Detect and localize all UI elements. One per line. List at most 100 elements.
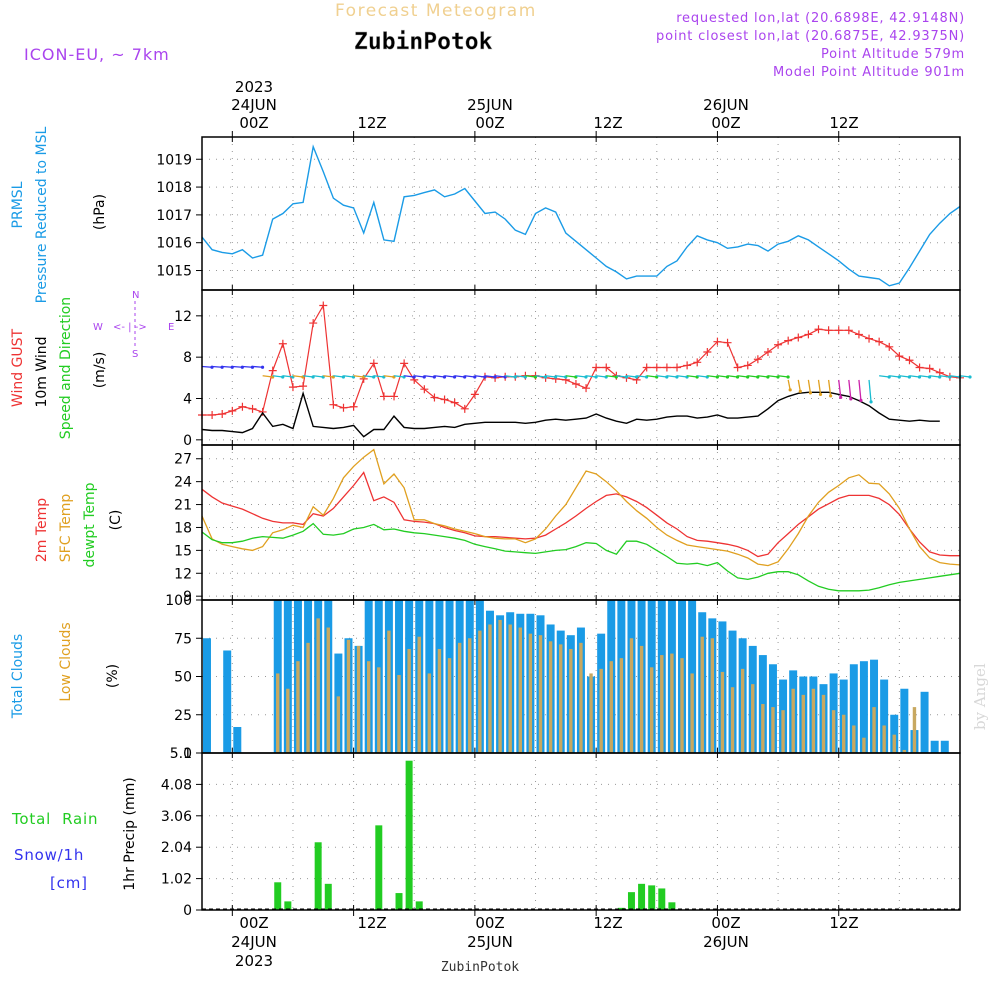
gust-marker (268, 366, 277, 375)
wind-direction-arrow (434, 375, 445, 378)
y-tick-label: 21 (174, 498, 192, 514)
low-cloud-bar (437, 648, 442, 753)
gust-marker (703, 348, 712, 356)
wind-direction-arrow (333, 375, 344, 378)
wind-direction-arrow (212, 365, 223, 368)
gust-marker (885, 342, 894, 351)
low-cloud-bar (629, 638, 634, 753)
low-cloud-bar (649, 667, 654, 753)
wind-direction-arrow (879, 375, 890, 378)
low-cloud-bar (447, 658, 452, 753)
model-label: ICON-EU, ~ 7km (24, 45, 170, 64)
low-cloud-bar (660, 655, 664, 753)
wind-direction-arrow (201, 365, 213, 368)
gust-marker (602, 363, 611, 372)
gust-marker (844, 326, 853, 335)
low-cloud-bar (397, 674, 401, 753)
wind-direction-arrow (252, 365, 263, 368)
total-cloud-bar (283, 600, 292, 753)
wind-direction-arrow (919, 375, 930, 378)
precip-snow-label: Snow/1h (14, 846, 84, 864)
wind-speed-line (201, 390, 940, 438)
closest-coords: point closest lon,lat (20.6875E, 42.9375… (656, 29, 965, 44)
wind-direction-arrow (707, 375, 718, 378)
y-tick-label: 1015 (156, 264, 192, 280)
low-cloud-bar (700, 636, 704, 753)
panel-frame (201, 289, 961, 446)
gust-marker (450, 398, 459, 407)
wind-direction-arrow (272, 375, 283, 378)
wind-direction-arrow (747, 375, 758, 378)
gust-marker (895, 352, 904, 361)
total-cloud-bar (930, 740, 939, 753)
gust-marker (582, 384, 591, 393)
gust-marker (218, 410, 227, 418)
wind-direction-arrow (525, 375, 536, 378)
top-hour-6: 12Z (829, 114, 858, 132)
wind-direction-arrow (767, 375, 779, 378)
gust-marker (299, 382, 308, 391)
low-cloud-bar (842, 714, 846, 753)
y-tick-label: 4.08 (161, 777, 192, 793)
low-cloud-bar (326, 627, 330, 753)
wind-direction-arrow (687, 375, 698, 378)
gust-marker (420, 385, 429, 394)
wind-direction-arrow (626, 375, 637, 378)
gust-marker (329, 400, 338, 409)
temp-dewpt-line (201, 522, 961, 592)
gust-marker (784, 336, 793, 345)
gust-marker (662, 363, 671, 372)
temp-unit: (C) (108, 510, 124, 531)
wind-direction-arrow (858, 379, 862, 401)
gust-marker (743, 361, 752, 370)
bottom-year: 2023 (235, 952, 273, 970)
point-altitude: Point Altitude 579m (821, 47, 965, 62)
low-cloud-bar (468, 638, 472, 753)
gust-marker (288, 383, 297, 392)
low-cloud-bar (407, 648, 411, 753)
wind-direction-arrowhead (869, 400, 873, 404)
y-tick-label: 1.02 (161, 872, 192, 888)
gust-marker (733, 363, 742, 372)
y-tick-label: 1019 (156, 152, 192, 168)
gust-marker (278, 339, 287, 348)
gust-marker (642, 363, 651, 372)
rain-bar (658, 888, 666, 910)
rain-bar (627, 892, 635, 910)
y-tick-label: 4 (183, 392, 192, 408)
wind-direction-arrow (807, 379, 812, 393)
y-tick-label: 12 (174, 309, 192, 325)
gust-marker (693, 358, 702, 367)
temp-sfc-line (201, 448, 961, 567)
gust-marker (905, 356, 914, 365)
top-day-2: 25JUN (467, 96, 513, 114)
low-cloud-bar (336, 696, 341, 753)
wind-direction-arrowhead (260, 365, 265, 369)
top-hour-4: 12Z (593, 114, 622, 132)
precip-snow-unit: [cm] (50, 874, 88, 892)
wind-direction-arrowhead (798, 389, 802, 393)
low-cloud-bar (902, 749, 907, 753)
rain-bar (314, 842, 322, 910)
wind-direction-arrow (262, 375, 273, 378)
low-cloud-bar (538, 635, 543, 753)
wind-direction-arrow (222, 365, 233, 368)
total-cloud-bar (870, 659, 879, 753)
low-cloud-bar (821, 694, 826, 753)
low-cloud-bar (801, 694, 805, 753)
total-cloud-bar (900, 688, 909, 753)
gust-marker (440, 395, 449, 404)
y-tick-label: 75 (174, 631, 192, 647)
wind-direction-arrow (899, 375, 910, 378)
wind-direction-arrowhead (839, 395, 843, 399)
low-cloud-bar (346, 639, 351, 753)
compass-south: S (132, 349, 138, 360)
gust-marker (400, 359, 409, 368)
compass-west: W (93, 322, 103, 333)
wind-direction-arrow (838, 379, 842, 398)
wind-direction-arrow (454, 375, 465, 378)
rain-bar (284, 901, 292, 910)
wind-dir-label: Speed and Direction (58, 297, 74, 439)
wind-direction-arrow (444, 375, 455, 378)
